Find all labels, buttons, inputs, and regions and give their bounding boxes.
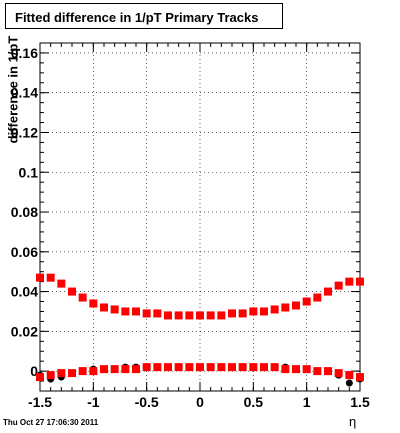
data-point-series-2 xyxy=(57,279,66,288)
x-axis-label: η xyxy=(349,414,357,429)
data-point-series-3 xyxy=(185,363,194,372)
data-point-series-2 xyxy=(313,293,322,302)
data-point-series-3 xyxy=(142,363,151,372)
x-tick-label: -0.5 xyxy=(135,394,159,410)
data-point-series-3 xyxy=(249,363,258,372)
y-tick-label: 0.12 xyxy=(11,124,38,140)
y-tick-label: 0.04 xyxy=(11,284,38,300)
y-tick-label: 0.1 xyxy=(19,164,39,180)
data-point-series-2 xyxy=(185,311,194,320)
data-point-series-2 xyxy=(46,273,55,282)
data-point-series-2 xyxy=(281,303,290,312)
data-point-series-2 xyxy=(345,277,354,286)
data-point-series-2 xyxy=(260,307,268,316)
data-point-series-3 xyxy=(36,373,44,382)
data-point-series-2 xyxy=(164,311,172,320)
data-point-series-3 xyxy=(302,365,311,374)
data-point-series-2 xyxy=(174,311,183,320)
data-series xyxy=(36,273,364,387)
x-tick-label: -1 xyxy=(87,394,100,410)
data-point-series-3 xyxy=(345,371,354,380)
data-point-series-3 xyxy=(46,371,55,380)
timestamp: Thu Oct 27 17:06:30 2011 xyxy=(3,418,99,427)
x-tick-label: -1.5 xyxy=(28,394,52,410)
data-point-series-2 xyxy=(270,305,279,314)
data-point-series-2 xyxy=(217,311,226,320)
data-point-series-3 xyxy=(153,363,162,372)
y-tick-label: 0.16 xyxy=(11,45,38,61)
data-point-series-3 xyxy=(238,363,247,372)
data-point-series-3 xyxy=(292,365,300,374)
data-point-series-3 xyxy=(89,367,98,376)
data-point-series-2 xyxy=(132,307,140,316)
axis-ticks: -1.5 -1 -0.5 0 0.5 1 1.5 0 0.02 0.04 0.06 0.08 0.1 0.… xyxy=(11,43,370,410)
data-point-series-2 xyxy=(292,301,300,310)
data-point-series-2 xyxy=(356,277,364,286)
x-tick-label: 1.5 xyxy=(350,394,370,410)
data-point-series-2 xyxy=(228,309,236,318)
y-tick-label: 0.06 xyxy=(11,244,38,260)
data-point-series-3 xyxy=(164,363,172,372)
data-point-series-3 xyxy=(196,363,204,372)
y-tick-label: 0 xyxy=(30,363,38,379)
data-point-series-2 xyxy=(196,311,204,320)
data-point-series-2 xyxy=(89,299,98,308)
data-point-series-2 xyxy=(153,309,162,318)
data-point-series-3 xyxy=(334,369,343,378)
y-tick-label: 0.14 xyxy=(11,85,38,101)
x-tick-label: 1 xyxy=(303,394,311,410)
data-point-series-2 xyxy=(249,307,258,316)
x-tick-label: 0 xyxy=(196,394,204,410)
data-point-series-3 xyxy=(217,363,226,372)
data-point-series-3 xyxy=(78,367,87,376)
data-point-series-2 xyxy=(36,273,44,282)
data-point-series-3 xyxy=(281,365,290,374)
data-point-series-2 xyxy=(121,307,130,316)
data-point-series-3 xyxy=(100,365,108,374)
data-point-series-2 xyxy=(68,287,76,296)
grid-lines xyxy=(40,43,360,391)
data-point-series-3 xyxy=(121,365,130,374)
data-point-series-3 xyxy=(260,363,268,372)
data-point-series-3 xyxy=(68,369,76,378)
data-point-series-3 xyxy=(110,365,119,374)
chart-title: Fitted difference in 1/pT Primary Tracks xyxy=(15,10,259,25)
data-point-series-3 xyxy=(270,363,279,372)
data-point-series-3 xyxy=(228,363,236,372)
data-point-series-3 xyxy=(206,363,215,372)
data-point-series-3 xyxy=(324,367,332,376)
data-point-series-3 xyxy=(174,363,183,372)
data-point-series-2 xyxy=(110,305,119,314)
data-point-series-2 xyxy=(302,297,311,306)
data-point-series-2 xyxy=(100,303,108,312)
data-point-series-2 xyxy=(206,311,215,320)
data-point-series-3 xyxy=(132,365,140,374)
data-point-series-3 xyxy=(57,369,66,378)
data-point-series-2 xyxy=(78,293,87,302)
y-tick-label: 0.08 xyxy=(11,204,38,220)
title-box: Fitted difference in 1/pT Primary Tracks xyxy=(5,3,283,29)
y-axis-label: difference in 1/pT xyxy=(5,35,21,144)
data-point-series-2 xyxy=(238,309,247,318)
data-point-series-1 xyxy=(345,379,353,387)
x-tick-label: 0.5 xyxy=(244,394,264,410)
data-point-series-2 xyxy=(324,287,332,296)
y-tick-label: 0.02 xyxy=(11,323,38,339)
data-point-series-2 xyxy=(142,309,151,318)
data-point-series-3 xyxy=(313,367,322,376)
data-point-series-3 xyxy=(356,373,364,382)
data-point-series-2 xyxy=(334,281,343,290)
